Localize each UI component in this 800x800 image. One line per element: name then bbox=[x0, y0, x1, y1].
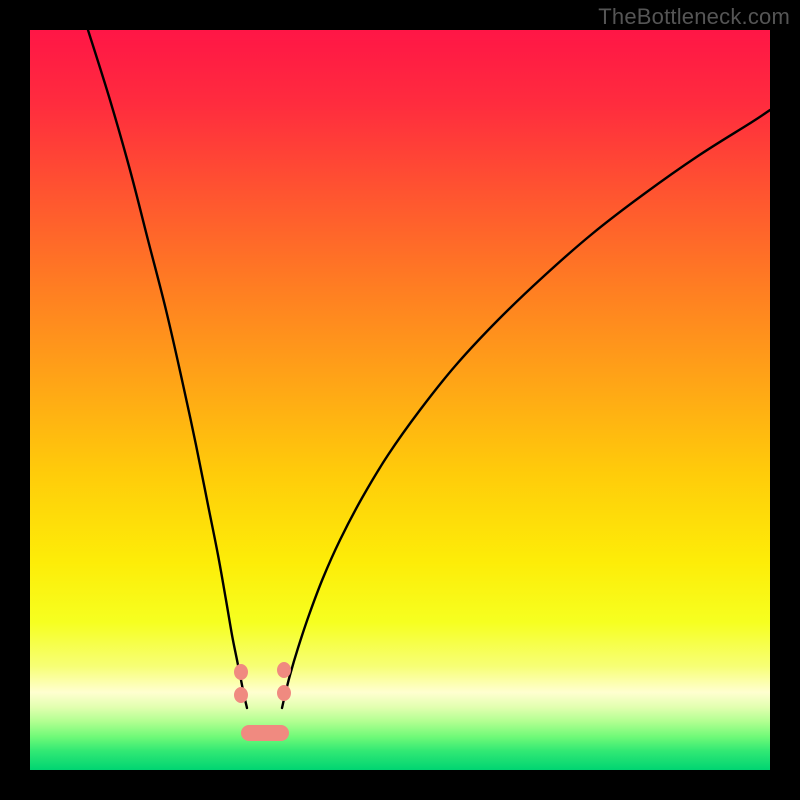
bottleneck-curve-plot bbox=[0, 0, 800, 800]
chart-frame: TheBottleneck.com bbox=[0, 0, 800, 800]
optimum-marker-base bbox=[241, 725, 289, 741]
optimum-marker-lobe bbox=[277, 662, 291, 678]
optimum-marker-lobe bbox=[234, 664, 248, 680]
watermark-text: TheBottleneck.com bbox=[598, 4, 790, 30]
gradient-background bbox=[30, 30, 770, 770]
optimum-marker-lobe bbox=[234, 687, 248, 703]
optimum-marker-lobe bbox=[277, 685, 291, 701]
